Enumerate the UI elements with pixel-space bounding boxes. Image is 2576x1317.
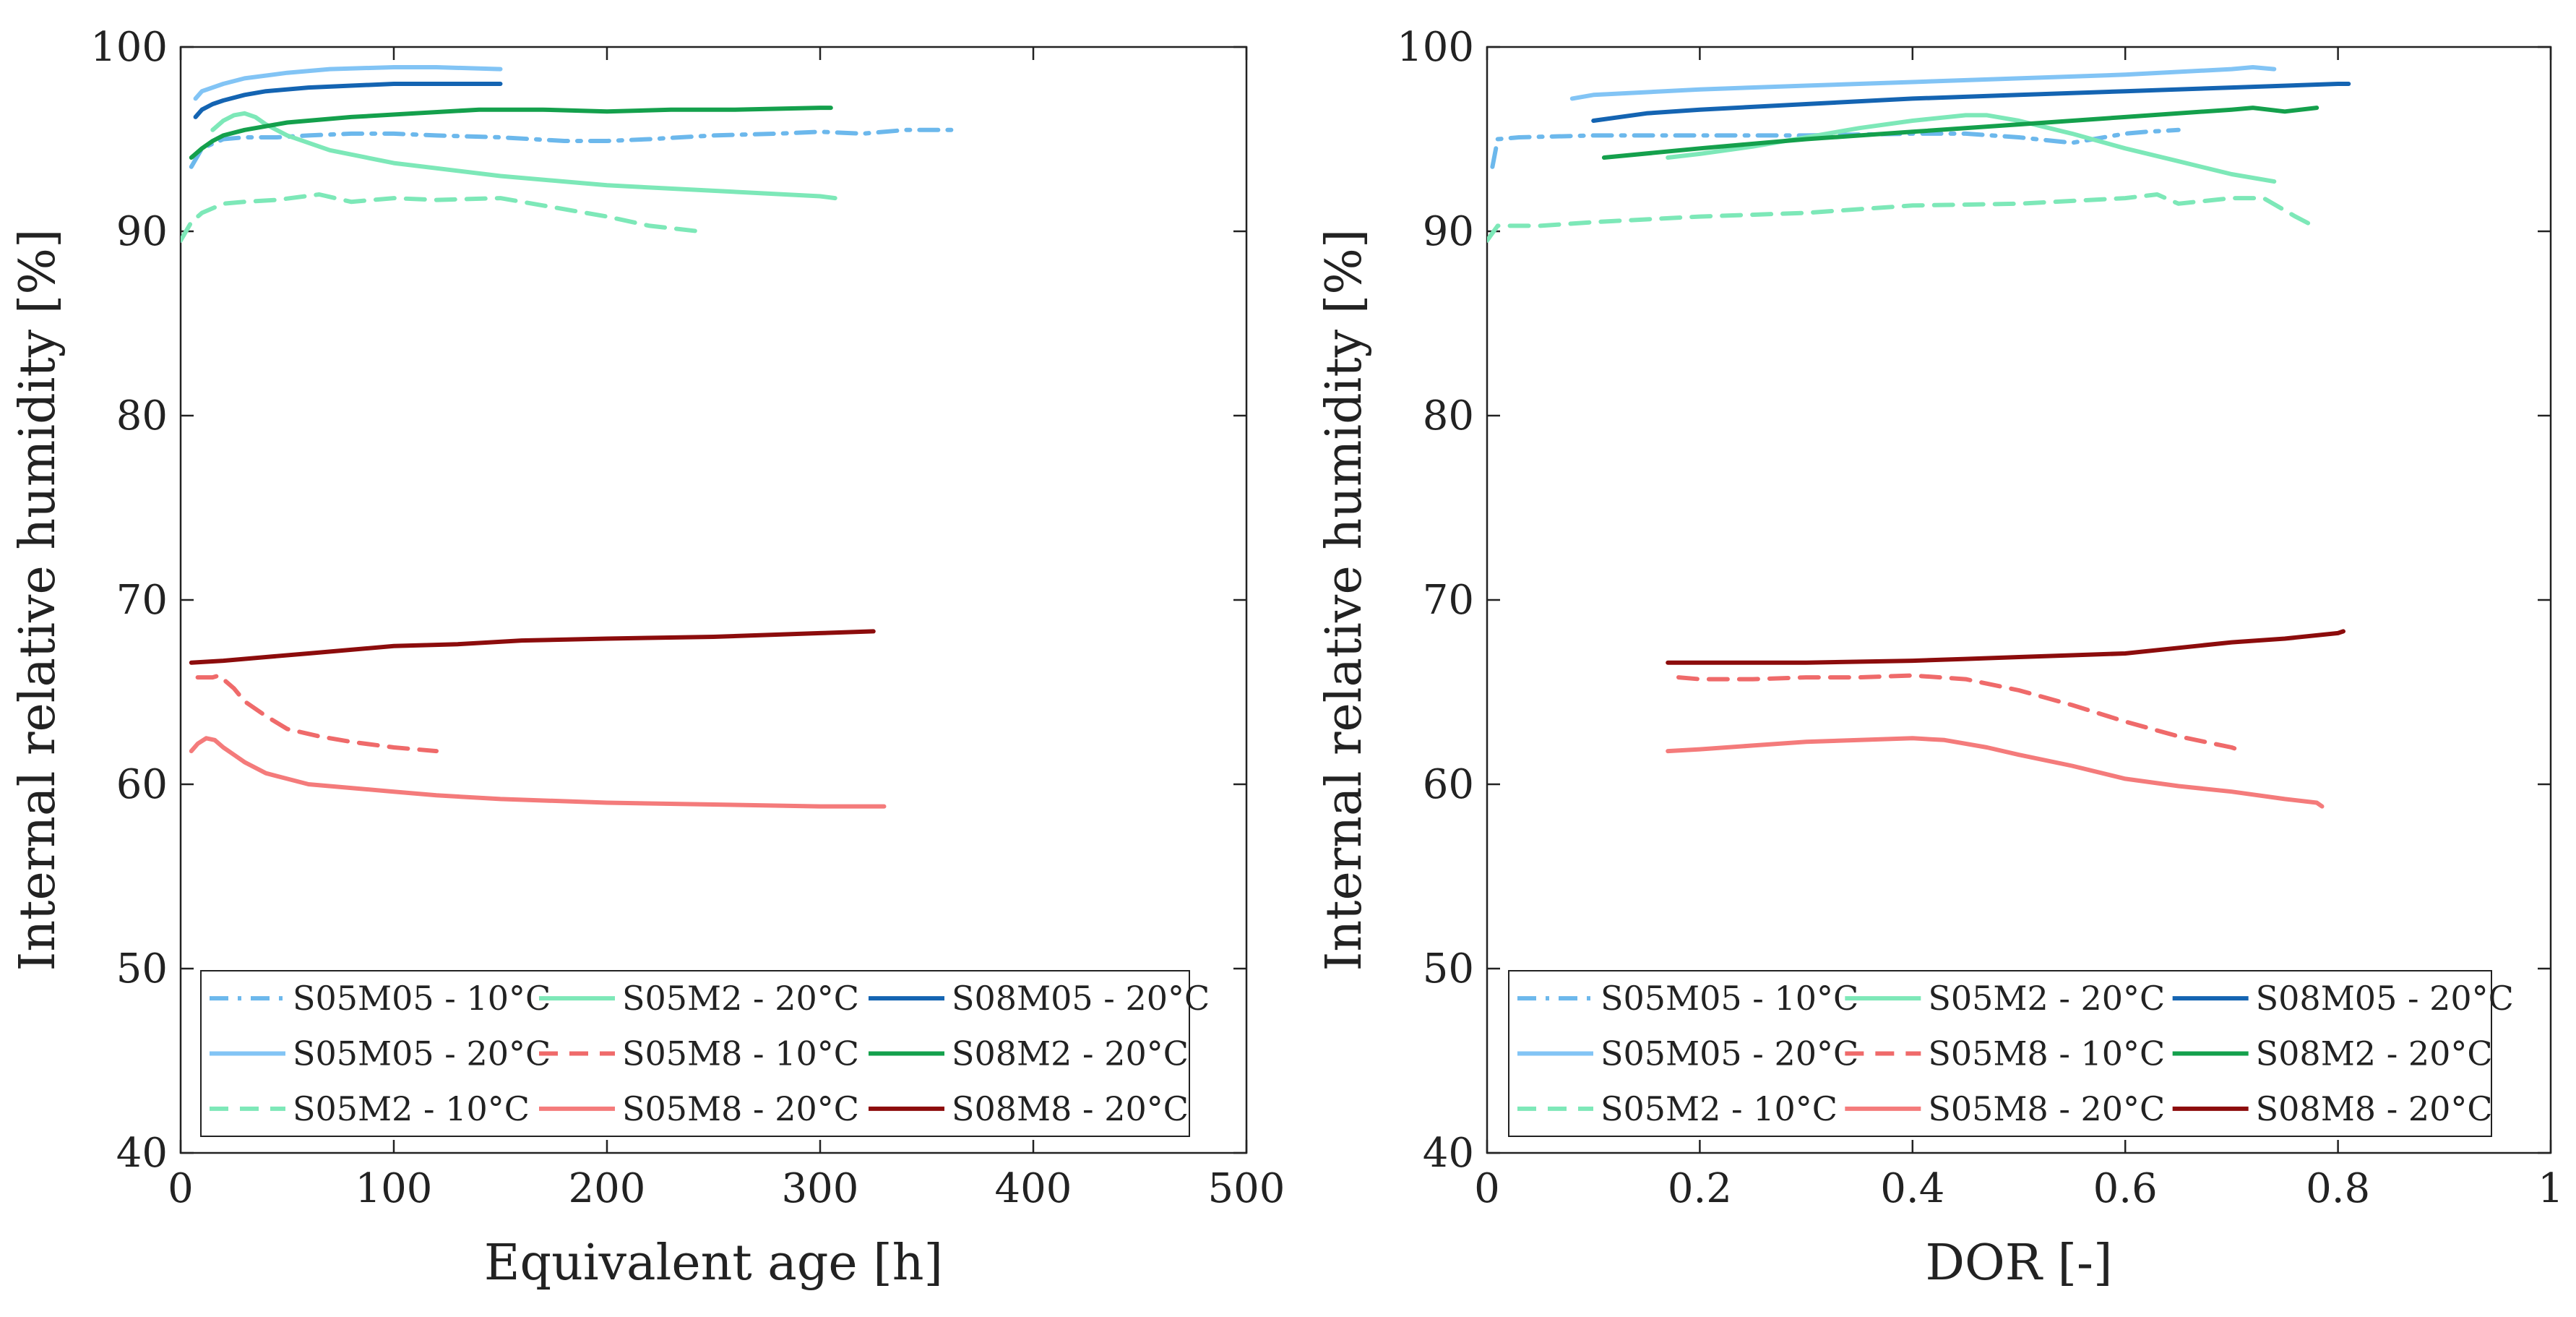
legend-entry-label: S08M8 - 20°C <box>2256 1089 2493 1128</box>
legend-entry-label: S05M05 - 10°C <box>293 979 551 1018</box>
legend-entry-label: S05M05 - 20°C <box>1601 1034 1858 1073</box>
y-tick-label: 60 <box>1423 761 1474 808</box>
x-tick-label: 0.6 <box>2093 1165 2158 1212</box>
series-line-s05m05-20-c <box>1569 65 2277 101</box>
x-tick-label: 200 <box>569 1165 646 1212</box>
series-line-s05m2-20-c <box>210 111 837 201</box>
series-line-s08m05-20-c <box>193 82 503 119</box>
legend: S05M05 - 10°C S05M05 - 20°C S05M2 - 10°C S0… <box>1508 970 2514 1137</box>
legend-box <box>1508 970 2492 1137</box>
y-tick-label: 80 <box>116 392 168 439</box>
legend-entry-label: S05M2 - 10°C <box>1601 1089 1838 1128</box>
series-line-s08m2-20-c <box>1601 106 2319 160</box>
series-line-s05m8-20-c <box>1666 736 2325 809</box>
legend-entry-label: S05M05 - 10°C <box>1601 979 1858 1018</box>
y-tick-label: 100 <box>90 24 168 71</box>
x-axis-label: DOR [-] <box>1925 1235 2112 1292</box>
y-tick-label: 50 <box>116 945 168 992</box>
series-line-s05m8-10-c <box>195 673 439 754</box>
legend-entry-label: S08M8 - 20°C <box>952 1089 1189 1128</box>
x-tick-label: 0 <box>168 1165 194 1212</box>
y-tick-label: 40 <box>116 1130 168 1177</box>
y-tick-label: 40 <box>1423 1130 1474 1177</box>
x-tick-label: 0.2 <box>1668 1165 1732 1212</box>
series-line-s05m8-20-c <box>189 736 887 809</box>
legend-entry-label: S08M2 - 20°C <box>2256 1034 2493 1073</box>
chart-panel-right: 0 0.2 0.4 0.6 0.8 1 40 50 60 70 80 90 100 DOR [-] Inte… <box>1316 24 2564 1292</box>
series-line-s08m8-20-c <box>189 629 876 665</box>
y-tick-label: 80 <box>1423 392 1474 439</box>
legend-entry-label: S05M2 - 20°C <box>1928 979 2165 1018</box>
legend-entry-label: S05M05 - 20°C <box>293 1034 551 1073</box>
legend-entry-label: S05M2 - 10°C <box>293 1089 530 1128</box>
series-line-s08m2-20-c <box>189 106 833 160</box>
y-tick-label: 50 <box>1423 945 1474 992</box>
x-tick-label: 500 <box>1208 1165 1285 1212</box>
chart-panel-left: 0 100 200 300 400 500 40 50 60 70 80 90 100 Equivalen… <box>9 24 1285 1292</box>
legend-entry-label: S05M8 - 20°C <box>1928 1089 2165 1128</box>
y-axis-label: Internal relative humidity [%] <box>1316 229 1373 971</box>
series-line-s08m8-20-c <box>1666 629 2345 665</box>
x-axis-label: Equivalent age [h] <box>484 1235 943 1292</box>
series-line-s08m05-20-c <box>1591 82 2351 123</box>
x-tick-label: 0 <box>1474 1165 1500 1212</box>
legend-entry-label: S08M05 - 20°C <box>952 979 1210 1018</box>
x-tick-label: 100 <box>356 1165 433 1212</box>
y-tick-label: 70 <box>116 577 168 624</box>
y-tick-label: 70 <box>1423 577 1474 624</box>
y-tick-label: 60 <box>116 761 168 808</box>
x-tick-label: 1 <box>2538 1165 2564 1212</box>
x-tick-label: 0.8 <box>2306 1165 2370 1212</box>
legend-entry-label: S05M8 - 20°C <box>622 1089 859 1128</box>
y-tick-label: 90 <box>116 208 168 255</box>
series-line-s05m2-10-c <box>1487 192 2319 243</box>
legend-entry-label: S08M05 - 20°C <box>2256 979 2514 1018</box>
series-line-s05m8-10-c <box>1676 673 2245 754</box>
series-line-s05m05-10-c <box>189 127 957 169</box>
legend-box <box>200 970 1190 1137</box>
series-line-s05m2-10-c <box>181 192 701 243</box>
series-line-s05m05-20-c <box>193 65 503 101</box>
y-tick-label: 90 <box>1423 208 1474 255</box>
legend-entry-label: S05M8 - 10°C <box>622 1034 859 1073</box>
legend: S05M05 - 10°C S05M05 - 20°C S05M2 - 10°C S0… <box>200 970 1210 1137</box>
legend-entry-label: S05M8 - 10°C <box>1928 1034 2165 1073</box>
x-tick-label: 0.4 <box>1880 1165 1944 1212</box>
series-group <box>1487 65 2351 809</box>
legend-entry-label: S05M2 - 20°C <box>622 979 859 1018</box>
x-tick-label: 400 <box>995 1165 1072 1212</box>
y-axis-label: Internal relative humidity [%] <box>9 229 66 971</box>
y-tick-label: 100 <box>1397 24 1474 71</box>
legend-entry-label: S08M2 - 20°C <box>952 1034 1189 1073</box>
series-group <box>181 65 957 809</box>
x-tick-label: 300 <box>782 1165 859 1212</box>
